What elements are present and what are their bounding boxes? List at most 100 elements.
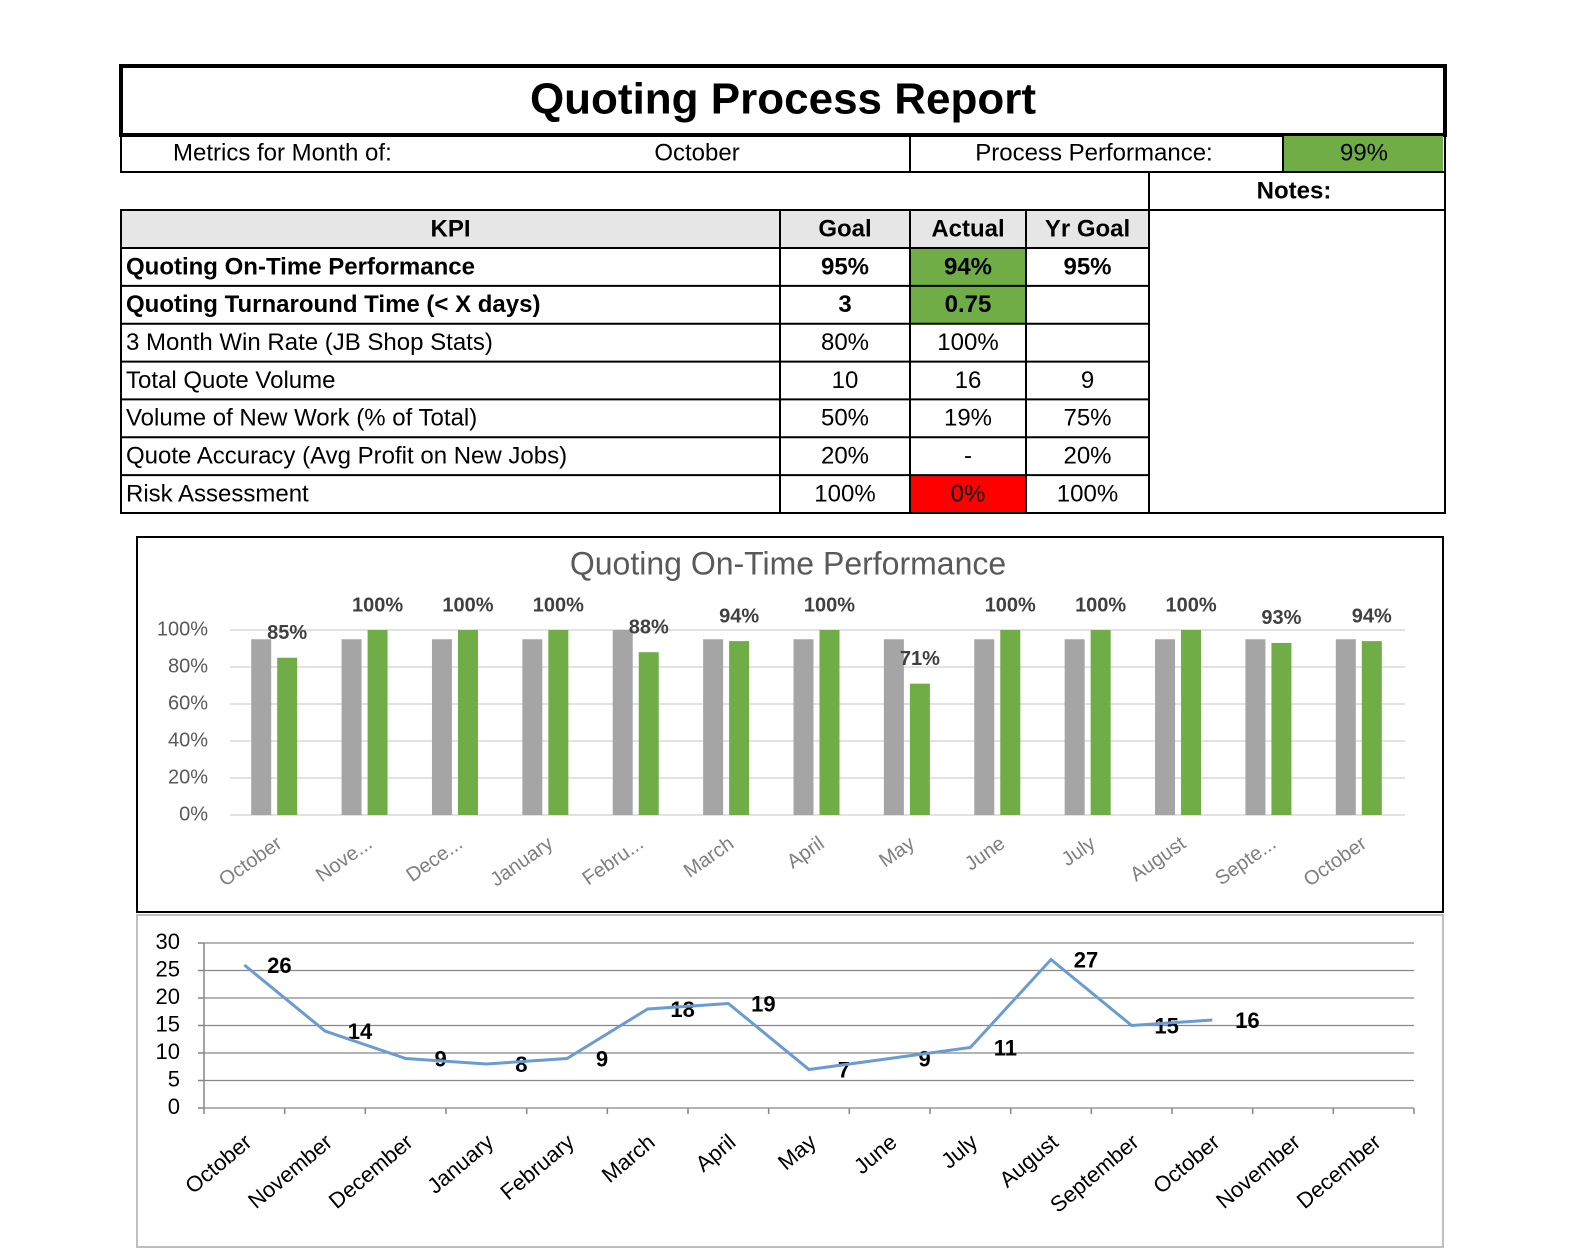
- bar: [1155, 639, 1176, 815]
- bar: [1361, 641, 1382, 815]
- data-label: 15: [1154, 1013, 1178, 1038]
- bar: [638, 652, 659, 815]
- data-label: 100%: [352, 594, 403, 616]
- cell: 95%: [821, 253, 869, 280]
- chart-title: Quoting On-Time Performance: [570, 545, 1006, 581]
- column-header: KPI: [430, 215, 470, 242]
- bar: [431, 639, 452, 815]
- metrics-row: [120, 134, 1446, 173]
- kpi-name: Quoting On-Time Performance: [126, 253, 475, 280]
- y-tick-label: 40%: [168, 729, 208, 751]
- data-label: 18: [670, 997, 694, 1022]
- y-tick-label: 25: [156, 956, 180, 981]
- bar: [251, 639, 272, 815]
- cell: 19%: [944, 405, 992, 432]
- y-tick-label: 100%: [157, 618, 208, 640]
- data-label: 9: [435, 1046, 447, 1071]
- bar: [277, 657, 298, 815]
- y-tick-label: 10: [156, 1039, 180, 1064]
- data-label: 100%: [1165, 594, 1216, 616]
- bar: [522, 639, 543, 815]
- data-label: 19: [751, 991, 775, 1016]
- highlight-cell: [910, 475, 1026, 513]
- cell: 20%: [1063, 443, 1111, 470]
- cell: 100%: [1057, 480, 1118, 507]
- bar: [548, 630, 569, 815]
- bar: [974, 639, 995, 815]
- cell: 3: [838, 291, 851, 318]
- y-tick-label: 80%: [168, 655, 208, 677]
- data-label: 16: [1235, 1008, 1259, 1033]
- bar: [1271, 642, 1292, 815]
- table-header: [121, 210, 1149, 248]
- y-tick-label: 0: [168, 1094, 180, 1119]
- cell: 100%: [814, 480, 875, 507]
- data-label: 11: [994, 1035, 1017, 1060]
- bar: [341, 639, 362, 815]
- column-header: Actual: [931, 215, 1004, 242]
- data-label: 100%: [442, 594, 493, 616]
- cell: 9: [1081, 367, 1094, 394]
- bar: [1064, 639, 1085, 815]
- month-label: Metrics for Month of:: [173, 139, 392, 166]
- y-tick-label: 20%: [168, 766, 208, 788]
- y-tick-label: 15: [156, 1011, 180, 1036]
- cell: 94%: [944, 253, 992, 280]
- y-tick-label: 5: [168, 1066, 180, 1091]
- notes-label: Notes:: [1257, 177, 1332, 204]
- bar: [1000, 630, 1021, 815]
- cell: 100%: [937, 329, 998, 356]
- performance-label: Process Performance:: [975, 139, 1212, 166]
- data-label: 100%: [533, 594, 584, 616]
- cell: 0.75: [945, 291, 992, 318]
- cell: 95%: [1063, 253, 1111, 280]
- data-label: 94%: [719, 605, 759, 627]
- bar: [1090, 630, 1111, 815]
- y-tick-label: 20: [156, 984, 180, 1009]
- cell: -: [964, 443, 972, 470]
- data-label: 94%: [1352, 605, 1392, 627]
- data-label: 9: [596, 1046, 608, 1071]
- data-label: 8: [515, 1052, 527, 1077]
- data-label: 27: [1074, 947, 1098, 972]
- bar: [1335, 639, 1356, 815]
- data-label: 100%: [985, 594, 1036, 616]
- bar: [367, 630, 388, 815]
- kpi-name: Quote Accuracy (Avg Profit on New Jobs): [126, 443, 567, 470]
- highlight-cell: [910, 285, 1026, 324]
- kpi-name: Total Quote Volume: [126, 367, 335, 394]
- performance-cell: [1283, 136, 1443, 171]
- column-header: Yr Goal: [1045, 215, 1130, 242]
- cell: 80%: [821, 329, 869, 356]
- data-label: 71%: [900, 648, 940, 670]
- cell: 75%: [1063, 405, 1111, 432]
- data-label: 7: [838, 1057, 850, 1082]
- kpi-name: Risk Assessment: [126, 480, 309, 507]
- report-title: Quoting Process Report: [530, 75, 1036, 124]
- bar: [883, 639, 904, 815]
- data-label: 85%: [267, 622, 307, 644]
- y-tick-label: 60%: [168, 692, 208, 714]
- bar: [1181, 630, 1202, 815]
- bar: [729, 641, 750, 815]
- notes-box: [1148, 171, 1446, 514]
- cell: 20%: [821, 443, 869, 470]
- cell: 0%: [951, 480, 986, 507]
- cell: 10: [832, 367, 859, 394]
- data-label: 26: [267, 953, 291, 978]
- data-label: 100%: [1075, 594, 1126, 616]
- highlight-cell: [910, 248, 1026, 286]
- y-tick-label: 30: [156, 929, 180, 954]
- performance: 99%: [1340, 139, 1388, 166]
- line: [243, 957, 1213, 1072]
- bar: [612, 630, 633, 815]
- data-label: 93%: [1261, 607, 1301, 629]
- kpi-name: Quoting Turnaround Time (< X days): [126, 291, 540, 318]
- month: October: [654, 139, 739, 166]
- bar: [457, 630, 478, 815]
- kpi-name: 3 Month Win Rate (JB Shop Stats): [126, 329, 493, 356]
- bar: [793, 639, 814, 815]
- bar: [819, 630, 840, 815]
- bar: [703, 639, 724, 815]
